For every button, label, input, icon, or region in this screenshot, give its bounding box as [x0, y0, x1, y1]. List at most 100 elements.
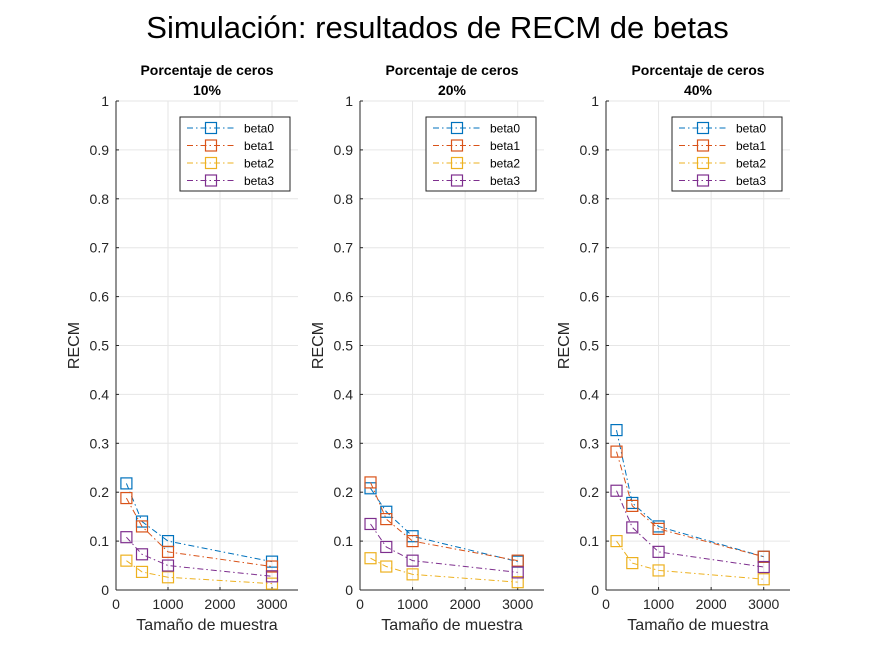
legend-box [179, 116, 291, 192]
subplot-subtitle: 40% [684, 82, 713, 98]
y-tick-label: 0.8 [334, 191, 354, 207]
legend-marker-beta2 [204, 156, 218, 170]
legend-marker-beta3 [696, 174, 710, 187]
series-marker-beta1 [161, 545, 175, 558]
y-tick-label: 0.5 [580, 338, 600, 354]
series-marker-beta1 [120, 491, 133, 505]
figure-title: Simulación: resultados de RECM de betas [146, 10, 729, 45]
legend-label-beta3: beta3 [244, 174, 274, 188]
series-marker-beta1 [652, 522, 665, 535]
y-axis-label: RECM [556, 322, 573, 369]
legend-label-beta1: beta1 [244, 139, 274, 153]
x-tick-label: 0 [112, 596, 120, 612]
series-line-beta3 [616, 490, 764, 568]
subplot-subtitle: 20% [438, 82, 467, 98]
y-axis-label: RECM [66, 322, 83, 369]
legend-label-beta1: beta1 [736, 139, 766, 153]
y-tick-label: 0.2 [334, 484, 354, 500]
y-tick-label: 0.5 [334, 338, 354, 354]
series-marker-beta1 [135, 520, 149, 533]
legend-marker-beta1 [696, 139, 710, 152]
series-line-beta1 [370, 482, 518, 562]
y-tick-label: 1 [101, 93, 109, 109]
series-marker-beta3 [610, 484, 623, 497]
series-line-beta3 [126, 536, 273, 577]
y-tick-label: 0.8 [580, 191, 600, 207]
legend-marker-beta0 [450, 121, 464, 135]
y-tick-label: 0.2 [580, 484, 600, 500]
series-marker-beta1 [757, 550, 770, 563]
y-tick-label: 0.1 [334, 533, 354, 549]
legend-marker-beta3 [450, 174, 464, 187]
subplot-subtitle: 10% [193, 82, 222, 98]
series-line-beta1 [616, 451, 764, 558]
series-marker-beta2 [652, 564, 665, 577]
legend-label-beta3: beta3 [490, 174, 520, 188]
y-tick-label: 0.6 [90, 289, 110, 305]
series-marker-beta2 [406, 568, 419, 581]
legend-marker-beta0 [204, 121, 218, 135]
x-tick-label: 2000 [696, 596, 727, 612]
series-marker-beta1 [380, 512, 393, 526]
x-tick-label: 1000 [643, 596, 674, 612]
legend-marker-beta0 [696, 121, 710, 135]
y-tick-label: 0.4 [90, 386, 110, 402]
legend-box [671, 116, 783, 192]
series-marker-beta2 [626, 557, 639, 570]
series-marker-beta3 [120, 531, 133, 544]
x-tick-label: 3000 [502, 596, 533, 612]
legend-label-beta2: beta2 [490, 157, 520, 171]
series-line-beta0 [370, 488, 518, 563]
legend-label-beta0: beta0 [736, 122, 766, 136]
legend-box [425, 116, 537, 192]
series-line-beta0 [616, 429, 764, 558]
series-marker-beta0 [626, 496, 639, 510]
subplot-2: 0 0.1 0.2 0.3 0.4 0.5 0.6 0.7 0.8 0.9 1 0 1000 2000 30… [310, 62, 544, 634]
series-line-beta3 [370, 523, 518, 573]
subplot-3: 0 0.1 0.2 0.3 0.4 0.5 0.6 0.7 0.8 0.9 1 0 1000 2000 30… [556, 62, 790, 634]
x-tick-label: 3000 [748, 596, 779, 612]
y-tick-label: 0.6 [580, 289, 600, 305]
series-line-beta2 [616, 540, 764, 580]
y-tick-label: 0 [345, 582, 353, 598]
series-marker-beta2 [265, 577, 279, 590]
series-marker-beta1 [265, 560, 279, 573]
series-marker-beta1 [364, 476, 377, 489]
y-tick-label: 0.1 [580, 533, 600, 549]
y-tick-label: 0.5 [90, 338, 110, 354]
series-marker-beta2 [135, 565, 149, 579]
x-axis-label: Tamaño de muestra [627, 617, 769, 634]
series-marker-beta3 [406, 554, 419, 567]
x-tick-label: 2000 [450, 596, 481, 612]
y-tick-label: 0.9 [90, 142, 110, 158]
series-marker-beta3 [364, 517, 377, 531]
legend-marker-beta1 [450, 139, 464, 152]
series-marker-beta3 [757, 560, 770, 574]
x-tick-label: 1000 [397, 596, 428, 612]
legend-label-beta2: beta2 [736, 157, 766, 171]
y-tick-label: 0.7 [580, 240, 600, 256]
y-tick-label: 0.1 [90, 533, 110, 549]
series-marker-beta2 [380, 560, 393, 573]
series-marker-beta3 [135, 548, 149, 561]
series-marker-beta2 [610, 534, 623, 548]
y-tick-label: 0.4 [580, 386, 600, 402]
legend-label-beta0: beta0 [244, 122, 274, 136]
series-marker-beta1 [511, 554, 524, 567]
x-tick-label: 3000 [256, 596, 287, 612]
series-line-beta1 [125, 497, 273, 568]
y-tick-label: 0.9 [580, 142, 600, 158]
series-marker-beta3 [652, 545, 665, 558]
y-tick-label: 0.3 [580, 435, 600, 451]
legend-marker-beta2 [696, 156, 710, 170]
series-line-beta2 [126, 560, 273, 585]
y-tick-label: 0.7 [90, 240, 110, 256]
y-tick-label: 0.2 [90, 484, 110, 500]
subplot-1: 0 0.1 0.2 0.3 0.4 0.5 0.6 0.7 0.8 0.9 1 0 1000 2000 30… [66, 62, 298, 634]
y-axis-label: RECM [310, 322, 327, 369]
series-marker-beta3 [380, 540, 393, 554]
series-marker-beta2 [120, 554, 133, 567]
x-tick-label: 0 [602, 596, 610, 612]
